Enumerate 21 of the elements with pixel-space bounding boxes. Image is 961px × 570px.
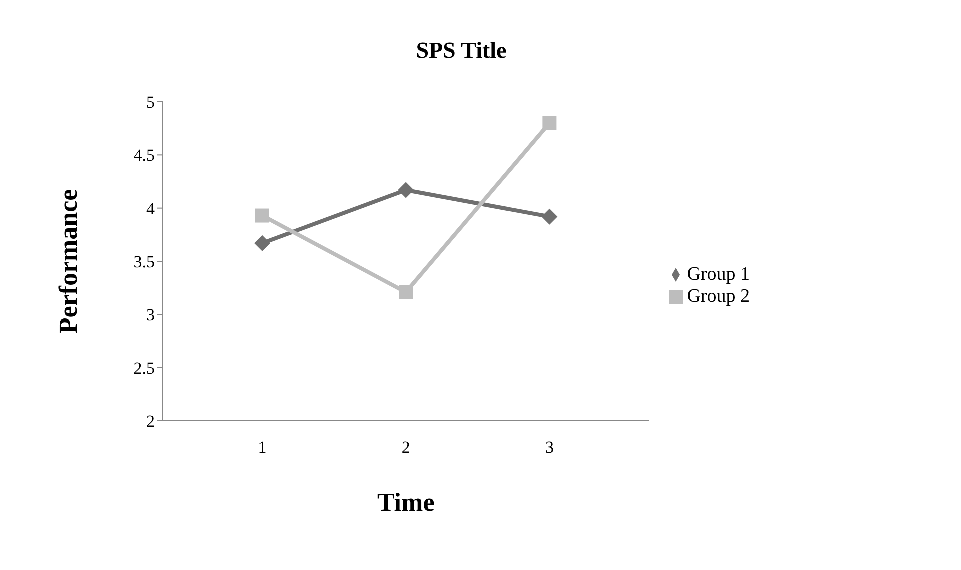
- legend-label: Group 1: [687, 264, 750, 284]
- point: [542, 208, 558, 225]
- legend-label: Group 2: [687, 286, 750, 306]
- y-tick-label: 3.5: [134, 252, 155, 272]
- point: [398, 182, 414, 198]
- point: [256, 208, 270, 223]
- x-tick-label: 1: [258, 438, 267, 458]
- chart-title: SPS Title: [415, 38, 508, 64]
- x-tick-label: 2: [402, 438, 410, 458]
- y-tick-label: 2.5: [134, 358, 155, 378]
- y-tick-label: 4.5: [134, 146, 155, 166]
- y-axis-title: Performance: [54, 189, 84, 334]
- y-tick-label: 2: [146, 412, 155, 432]
- x-axis-title: Time: [377, 488, 435, 517]
- point: [399, 285, 414, 300]
- point: [542, 116, 557, 130]
- y-tick-label: 5: [146, 93, 155, 112]
- point: [254, 235, 270, 252]
- x-tick-label: 3: [545, 438, 554, 458]
- y-tick-label: 4: [146, 199, 156, 218]
- y-tick-label: 3: [146, 306, 155, 325]
